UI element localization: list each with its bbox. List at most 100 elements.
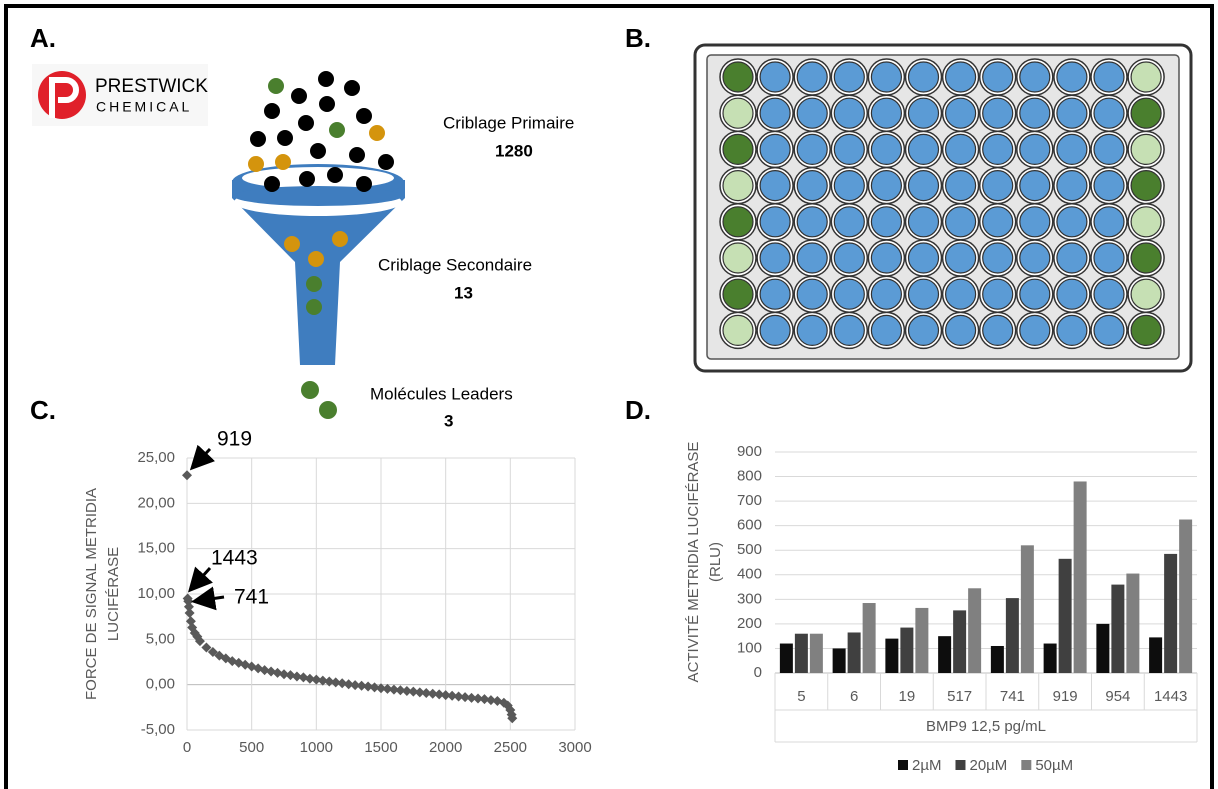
legend-swatch <box>955 760 966 770</box>
point <box>298 672 309 683</box>
well <box>1130 242 1162 274</box>
well <box>1056 278 1088 310</box>
y-axis-label: LUCIFÉRASE <box>105 547 122 641</box>
well <box>1019 97 1051 129</box>
point <box>291 671 302 682</box>
dots <box>248 71 394 419</box>
well <box>944 61 977 93</box>
point <box>369 682 380 693</box>
y-tick-label: 10,00 <box>137 585 175 602</box>
well <box>796 314 828 346</box>
well <box>796 133 828 165</box>
well <box>944 133 977 165</box>
x-tick-label: 517 <box>947 688 972 705</box>
well <box>1093 206 1125 238</box>
y-tick-label: 5,00 <box>146 630 175 647</box>
wells <box>719 58 1165 350</box>
well <box>870 133 903 165</box>
logo-text: PRESTWICK <box>95 76 208 97</box>
dot <box>298 115 314 131</box>
well <box>870 170 903 202</box>
point <box>259 665 270 676</box>
dot <box>275 154 291 170</box>
annotation-arrow <box>191 586 225 611</box>
y-tick-label: -5,00 <box>141 721 175 738</box>
well <box>1093 61 1125 93</box>
bar <box>1020 545 1034 673</box>
x-tick-label: 5 <box>797 688 805 705</box>
bar <box>885 638 899 673</box>
dot <box>318 71 334 87</box>
bar <box>809 633 823 673</box>
well <box>982 133 1014 165</box>
well <box>796 278 828 310</box>
dot <box>319 401 337 419</box>
well <box>1056 314 1088 346</box>
well <box>870 278 903 310</box>
well <box>907 278 940 310</box>
stage-count: 1280 <box>495 141 533 160</box>
well <box>722 314 754 346</box>
well <box>944 170 977 202</box>
y-tick-label: 20,00 <box>137 494 175 511</box>
well <box>870 61 903 93</box>
point <box>272 667 283 678</box>
x-tick-label: 1500 <box>364 739 397 756</box>
well <box>1130 314 1162 346</box>
bar <box>1005 598 1019 673</box>
point <box>382 683 393 694</box>
y-tick-label: 100 <box>737 639 762 656</box>
well <box>1093 242 1125 274</box>
well <box>1130 170 1162 202</box>
point <box>421 688 432 699</box>
point <box>337 678 348 689</box>
well <box>759 97 791 129</box>
well <box>759 133 791 165</box>
x-tick-label: 2000 <box>429 739 462 756</box>
bar <box>862 603 876 673</box>
point <box>279 669 289 680</box>
stage-count: 13 <box>454 283 473 302</box>
x-tick-label: 3000 <box>558 739 591 756</box>
dot <box>319 96 335 112</box>
well <box>982 314 1014 346</box>
well <box>1056 97 1088 129</box>
dot <box>277 130 293 146</box>
well <box>796 97 828 129</box>
x-tick-label: 500 <box>239 739 264 756</box>
point <box>466 692 477 703</box>
legend-label: 2µM <box>912 757 941 774</box>
stage-label: Molécules Leaders <box>370 384 513 403</box>
funnel-body <box>232 180 405 365</box>
legend-swatch <box>1021 760 1032 770</box>
well <box>1130 61 1162 93</box>
bar <box>915 607 929 673</box>
point <box>395 685 406 696</box>
logo-text: CHEMICAL <box>96 99 192 115</box>
bar <box>1126 573 1140 673</box>
well <box>982 61 1014 93</box>
x-tick-label: 1000 <box>300 739 333 756</box>
y-tick-label: 15,00 <box>137 540 175 557</box>
frame <box>4 4 1214 789</box>
point <box>330 677 341 688</box>
dot <box>308 251 324 267</box>
well <box>1019 242 1051 274</box>
x-tick-label: 919 <box>1053 688 1078 705</box>
y-tick-label: 300 <box>737 590 762 607</box>
point <box>427 688 438 699</box>
stage-label: Criblage Primaire <box>443 113 574 132</box>
well <box>833 97 865 129</box>
point <box>460 692 471 703</box>
point <box>453 691 464 702</box>
panel-label: C. <box>30 395 56 425</box>
well <box>1019 61 1051 93</box>
legend-label: 20µM <box>969 757 1007 774</box>
well <box>1130 97 1162 129</box>
well <box>833 314 865 346</box>
bar <box>1073 481 1087 673</box>
point <box>408 686 419 697</box>
y-tick-label: 0,00 <box>146 676 175 693</box>
panel-label: B. <box>625 23 651 53</box>
well <box>722 242 754 274</box>
